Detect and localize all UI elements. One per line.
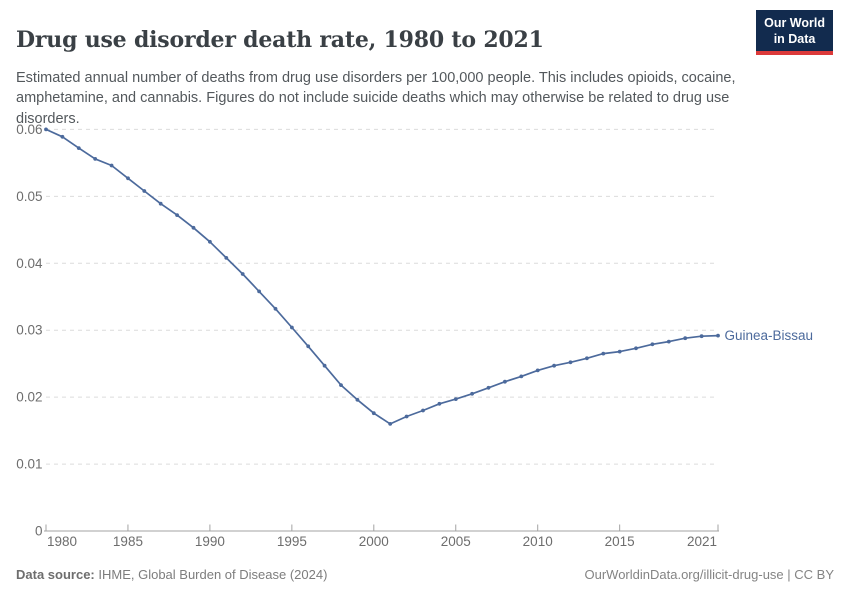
x-axis-label: 1980 [47,534,77,549]
x-axis: 1980 1985 1990 1995 2000 2005 2010 2015 2021 [44,524,719,549]
data-point[interactable] [716,333,720,338]
data-point[interactable] [437,401,442,406]
data-point[interactable] [355,397,360,402]
data-point[interactable] [535,368,540,373]
data-point[interactable] [191,225,196,230]
line-series[interactable] [45,128,719,425]
data-point[interactable] [257,289,261,294]
data-point[interactable] [175,213,180,218]
data-point[interactable] [76,146,81,151]
data-point[interactable] [290,325,294,330]
data-point[interactable] [617,349,622,354]
data-point[interactable] [552,363,556,368]
y-axis-label: 0.01 [16,457,42,472]
gridlines [46,128,717,465]
chart-footer: Data source: IHME, Global Burden of Dise… [16,567,834,582]
data-point[interactable] [306,344,311,349]
data-point[interactable] [208,239,212,244]
x-axis-label: 2005 [441,534,471,549]
data-point[interactable] [404,414,409,419]
data-point[interactable] [568,360,573,365]
data-source: Data source: IHME, Global Burden of Dise… [16,567,327,582]
data-point[interactable] [470,391,474,396]
x-axis-label: 2015 [605,534,635,549]
series-label[interactable]: Guinea-Bissau [725,328,814,343]
series-guinea-bissau[interactable] [44,127,720,426]
data-point[interactable] [666,339,671,344]
y-axis-label: 0 [35,524,43,539]
data-point[interactable] [158,201,163,206]
chart-subtitle: Estimated annual number of deaths from d… [16,69,736,127]
data-point[interactable] [388,422,393,426]
data-point[interactable] [683,336,688,341]
y-axis-label: 0.06 [16,122,42,137]
data-point[interactable] [339,383,343,387]
data-point[interactable] [421,408,425,413]
y-axis-label: 0.04 [16,256,43,271]
data-point[interactable] [224,256,229,260]
data-point[interactable] [699,334,704,339]
y-axis-label: 0.03 [16,323,42,338]
data-point[interactable] [60,134,65,139]
data-point[interactable] [44,127,48,132]
x-axis-label: 2000 [359,534,389,549]
data-point[interactable] [453,397,458,401]
data-point[interactable] [240,272,245,276]
data-point[interactable] [93,157,98,161]
y-axis-label: 0.05 [16,189,42,204]
owid-logo[interactable]: Our World in Data [756,10,833,55]
data-point[interactable] [126,176,130,181]
owid-logo-line2: in Data [773,32,816,47]
credit-link[interactable]: OurWorldinData.org/illicit-drug-use | CC… [584,567,835,582]
data-point[interactable] [601,351,606,356]
chart-title: Drug use disorder death rate, 1980 to 20… [16,26,544,53]
data-point[interactable] [503,379,507,384]
data-point[interactable] [109,163,114,168]
x-axis-label: 1990 [195,534,225,549]
data-point[interactable] [634,346,638,351]
data-point[interactable] [519,374,524,379]
x-axis-label: 2021 [687,534,717,549]
data-point[interactable] [142,189,147,193]
data-point[interactable] [650,342,655,347]
data-source-text: IHME, Global Burden of Disease (2024) [94,567,328,582]
data-source-label: Data source: [16,567,95,582]
owid-logo-line1: Our World [764,16,825,30]
data-point[interactable] [371,411,376,416]
data-point[interactable] [322,363,327,368]
y-axis-labels: 0 0.01 0.02 0.03 0.04 0.05 0.06 [16,122,43,539]
x-axis-label: 1985 [113,534,143,549]
x-axis-label: 2010 [523,534,553,549]
data-point[interactable] [273,306,278,311]
data-point[interactable] [585,356,589,361]
y-axis-label: 0.02 [16,390,42,405]
data-point[interactable] [486,385,491,390]
x-axis-label: 1995 [277,534,307,549]
